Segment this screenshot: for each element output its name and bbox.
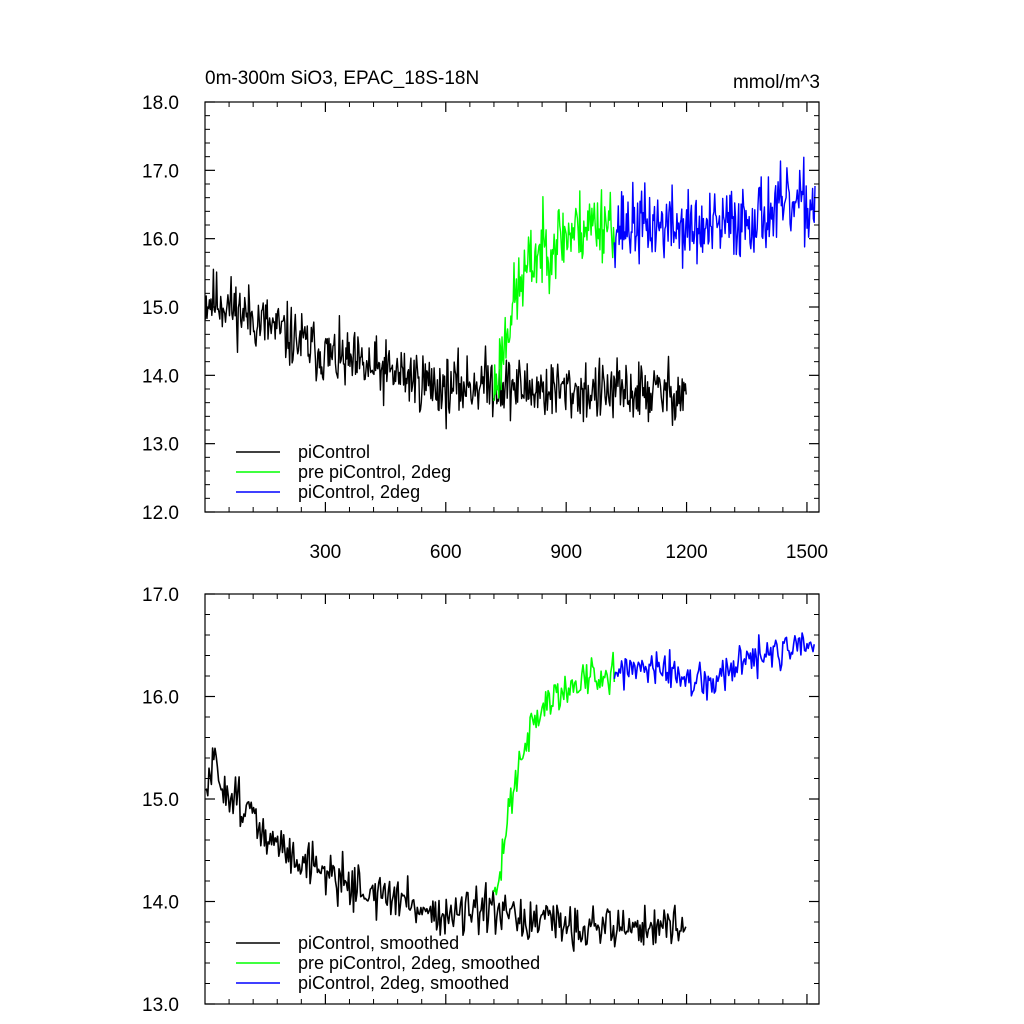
x-tick-label: 900: [550, 542, 582, 563]
units-label: mmol/m^3: [733, 72, 820, 93]
y-tick-label: 14.0: [142, 366, 179, 387]
legend-label: pre piControl, 2deg, smoothed: [298, 953, 540, 973]
legend-label: piControl, 2deg: [298, 482, 420, 502]
legend-label: pre piControl, 2deg: [298, 462, 451, 482]
y-tick-label: 14.0: [142, 893, 179, 914]
smoothed-tick-layer: 13.0 14.0 15.0 16.0 17.0: [142, 585, 819, 1016]
series-line-0: [204, 747, 687, 952]
chart-title: 0m-300m SiO3, EPAC_18S-18N: [205, 68, 479, 89]
legend-label: piControl: [298, 442, 370, 462]
x-tick-label: 600: [430, 542, 462, 563]
smoothed-series-layer: [204, 632, 815, 952]
series-line-0: [204, 268, 687, 430]
y-tick-label: 17.0: [142, 585, 179, 606]
series-line-2: [613, 156, 816, 269]
y-tick-label: 17.0: [142, 161, 179, 182]
x-tick-label: 1200: [665, 542, 707, 563]
raw-tick-layer: 12.0 13.0 14.0 15.0 16.0 17.0 18.0 300 600 900 120…: [142, 93, 828, 563]
series-line-1: [493, 189, 615, 402]
raw-series-layer: [204, 156, 816, 430]
y-tick-label: 15.0: [142, 298, 179, 319]
y-tick-label: 16.0: [142, 688, 179, 709]
raw-panel: 0m-300m SiO3, EPAC_18S-18N mmol/m^3 12.0…: [142, 68, 828, 563]
y-tick-label: 16.0: [142, 230, 179, 251]
series-line-1: [493, 651, 616, 896]
x-tick-label: 300: [310, 542, 342, 563]
y-tick-label: 12.0: [142, 503, 179, 524]
y-tick-label: 13.0: [142, 995, 179, 1016]
legend-label: piControl, 2deg, smoothed: [298, 973, 509, 993]
x-tick-label: 1500: [786, 542, 828, 563]
y-tick-label: 18.0: [142, 93, 179, 114]
legend-label: piControl, smoothed: [298, 933, 459, 953]
y-tick-label: 15.0: [142, 790, 179, 811]
series-line-2: [613, 632, 815, 701]
smoothed-panel: 13.0 14.0 15.0 16.0 17.0 piControl, smoothed…: [142, 585, 820, 1016]
y-tick-label: 13.0: [142, 435, 179, 456]
